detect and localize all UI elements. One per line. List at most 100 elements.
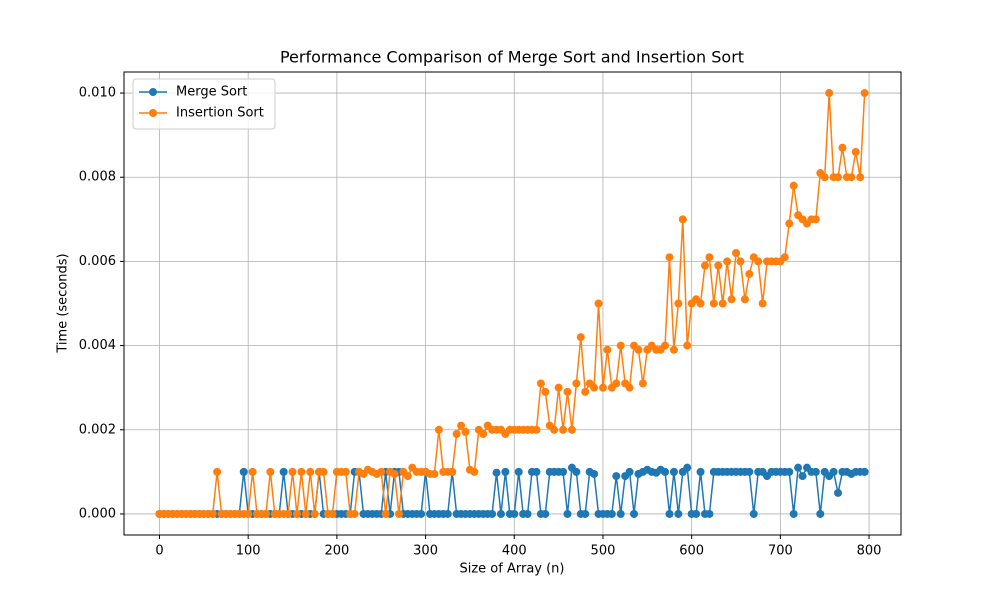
data-point [754, 257, 763, 266]
data-point [434, 425, 443, 434]
data-point [239, 467, 248, 476]
data-point [590, 383, 599, 392]
data-point [541, 509, 550, 518]
x-tick-label: 100 [236, 544, 261, 559]
data-point [669, 345, 678, 354]
data-point [745, 270, 754, 279]
data-point [559, 425, 568, 434]
y-tick-label: 0.008 [79, 170, 116, 185]
data-point [607, 509, 616, 518]
data-point [625, 383, 634, 392]
data-point [341, 467, 350, 476]
data-point [594, 299, 603, 308]
data-point [678, 215, 687, 224]
data-point [448, 467, 457, 476]
data-point [492, 468, 501, 477]
data-point [567, 425, 576, 434]
data-point [403, 472, 412, 481]
data-point [550, 425, 559, 434]
data-point [816, 509, 825, 518]
data-point [838, 143, 847, 152]
y-tick-label: 0.000 [79, 506, 116, 521]
data-point [514, 467, 523, 476]
data-point [700, 261, 709, 270]
data-point [785, 219, 794, 228]
data-point [758, 299, 767, 308]
data-point [532, 425, 541, 434]
data-point [523, 509, 532, 518]
data-point [794, 463, 803, 472]
chart-title: Performance Comparison of Merge Sort and… [280, 48, 744, 67]
data-point [696, 299, 705, 308]
data-point [705, 253, 714, 262]
data-point [683, 463, 692, 472]
data-point [443, 509, 452, 518]
data-point [616, 509, 625, 518]
data-point [496, 509, 505, 518]
data-point [598, 383, 607, 392]
data-point [213, 467, 222, 476]
data-point [727, 295, 736, 304]
data-point [417, 509, 426, 518]
legend-marker [149, 109, 157, 117]
data-point [319, 467, 328, 476]
data-point [266, 467, 275, 476]
x-tick-label: 400 [502, 544, 527, 559]
data-point [834, 488, 843, 497]
data-point [328, 509, 337, 518]
data-point [301, 509, 310, 518]
plot-frame [123, 71, 902, 536]
data-point [736, 257, 745, 266]
data-point [732, 248, 741, 257]
data-point [510, 509, 519, 518]
y-tick-label: 0.004 [79, 338, 116, 353]
data-point [718, 299, 727, 308]
data-point [297, 467, 306, 476]
data-point [479, 429, 488, 438]
data-point [470, 467, 479, 476]
data-point [292, 509, 301, 518]
data-point [834, 173, 843, 182]
data-point [563, 509, 572, 518]
data-point [576, 333, 585, 342]
data-point [709, 299, 718, 308]
legend-box [132, 78, 276, 130]
data-point [536, 379, 545, 388]
x-tick-label: 0 [155, 544, 163, 559]
data-point [661, 467, 670, 476]
data-point [740, 295, 749, 304]
data-point [856, 173, 865, 182]
data-point [811, 467, 820, 476]
data-point [350, 509, 359, 518]
data-point [630, 509, 639, 518]
data-point [581, 387, 590, 396]
data-point [612, 379, 621, 388]
data-point [860, 89, 869, 98]
data-point [559, 467, 568, 476]
data-point [811, 215, 820, 224]
series [155, 463, 869, 518]
series [155, 89, 869, 518]
data-point [261, 509, 270, 518]
data-point [683, 341, 692, 350]
y-axis-label: Time (seconds) [56, 253, 71, 353]
data-point [825, 89, 834, 98]
data-point [457, 421, 466, 430]
legend: Merge Sort Insertion Sort [132, 78, 276, 130]
data-point [634, 345, 643, 354]
data-point [616, 341, 625, 350]
data-point [674, 509, 683, 518]
legend-label: Insertion Sort [176, 106, 264, 121]
data-point [377, 467, 386, 476]
data-point [851, 147, 860, 156]
data-point [696, 467, 705, 476]
y-tick-label: 0.006 [79, 254, 116, 269]
data-point [541, 387, 550, 396]
x-tick-label: 800 [857, 544, 882, 559]
data-point [288, 467, 297, 476]
data-point [279, 467, 288, 476]
y-tick-label: 0.010 [79, 86, 116, 101]
data-point [310, 509, 319, 518]
